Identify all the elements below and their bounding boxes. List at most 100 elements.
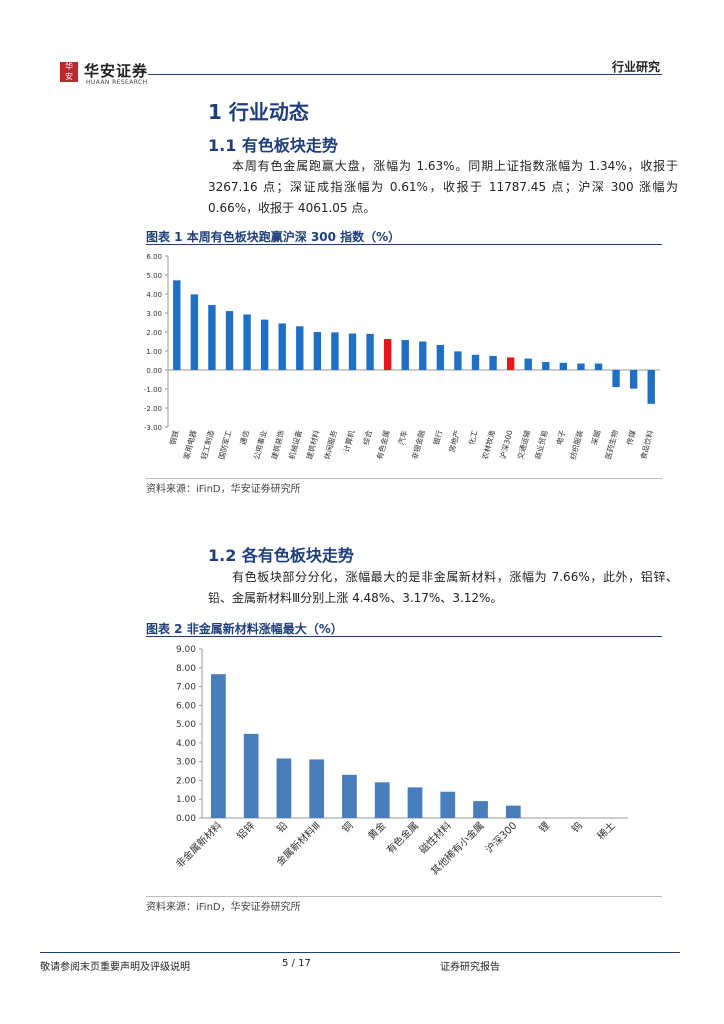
bar — [190, 294, 199, 370]
bar — [629, 370, 638, 389]
category-label: 农林牧渔 — [480, 428, 498, 460]
figure-2-title: 图表 2 非金属新材料涨幅最大（%） — [146, 622, 343, 636]
bar — [407, 787, 423, 818]
bar — [506, 357, 515, 370]
y-tick-label: -1.00 — [144, 386, 162, 394]
bar — [440, 791, 456, 818]
category-label: 非银金融 — [409, 428, 427, 460]
bar — [296, 326, 304, 370]
category-label: 休闲服务 — [321, 428, 339, 460]
bar — [173, 280, 181, 370]
category-label: 铜 — [340, 820, 356, 836]
y-tick-label: 7.00 — [176, 683, 196, 693]
category-label: 建筑材料 — [304, 428, 322, 460]
subsection-2-paragraph: 有色板块部分分化，涨幅最大的是非金属新材料，涨幅为 7.66%，此外，铝锌、铅、… — [208, 570, 678, 605]
figure-2-bar-chart: 9.00 8.00 7.00 6.00 5.00 4.00 3.00 2.00 1.00 0.00… — [173, 645, 628, 878]
y-tick-label: 8.00 — [176, 664, 196, 674]
y-tick-label: -2.00 — [144, 405, 162, 413]
category-label: 非金属新材料 — [173, 819, 225, 871]
bar — [473, 801, 488, 818]
category-label: 电子 — [554, 428, 568, 446]
y-tick-label: 2.00 — [176, 776, 196, 786]
figure-2-source: 资料来源：iFinD，华安证券研究所 — [146, 902, 301, 913]
footer-divider — [40, 952, 680, 953]
y-tick-label: -3.00 — [144, 424, 162, 432]
category-label: 轻工制造 — [198, 428, 216, 460]
footer-disclaimer: 敬请参阅末页重要声明及评级说明 — [40, 962, 190, 973]
bar — [471, 354, 480, 370]
category-label: 房地产 — [446, 429, 461, 453]
y-tick-label: 3.00 — [146, 310, 162, 318]
y-tick-label: 6.00 — [146, 253, 162, 261]
category-label: 黄金 — [365, 819, 388, 842]
bar — [260, 319, 269, 370]
category-label: 锂 — [537, 820, 553, 836]
subsection-title-1: 1.1 有色板块走势 — [208, 136, 338, 155]
page-number: 5 / 17 — [282, 958, 311, 969]
header-divider — [148, 74, 662, 75]
figure-2-bottom-rule — [146, 896, 662, 897]
category-label: 稀土 — [594, 819, 617, 842]
bar — [436, 344, 445, 370]
bar — [331, 332, 339, 370]
figure-1-bar-chart: 6.00 5.00 4.00 3.00 2.00 1.00 0.00 -1.00 -2.00 -3… — [144, 253, 660, 461]
subsection-1-paragraph: 本周有色金属跑赢大盘，涨幅为 1.63%。同期上证指数涨幅为 1.34%，收报于… — [208, 159, 678, 215]
y-tick-label: 1.00 — [146, 348, 162, 356]
y-tick-label: 5.00 — [176, 720, 196, 730]
bar — [313, 332, 322, 370]
category-label: 化工 — [466, 428, 480, 446]
bar — [542, 362, 550, 370]
figure-1-bottom-rule — [146, 478, 662, 479]
category-label: 有色金属 — [374, 429, 391, 461]
y-tick-label: 3.00 — [176, 758, 196, 768]
bar — [211, 674, 226, 818]
figure-1-source: 资料来源：iFinD，华安证券研究所 — [146, 484, 301, 495]
category-label: 沪深300 — [497, 429, 514, 460]
bar — [577, 363, 585, 370]
bar — [594, 363, 603, 370]
y-tick-label: 9.00 — [176, 645, 196, 655]
category-label: 钨 — [569, 819, 585, 835]
bar — [225, 311, 234, 370]
bar — [454, 351, 462, 370]
category-label: 食品饮料 — [638, 428, 656, 460]
category-label: 其他稀有小金属 — [428, 819, 487, 878]
category-label: 银行 — [431, 428, 445, 446]
category-label: 公用事业 — [251, 428, 269, 460]
bar — [647, 370, 655, 404]
category-label: 家用电器 — [181, 428, 199, 460]
category-label: 机械设备 — [286, 428, 304, 460]
figure-1-top-rule — [146, 244, 662, 245]
bar — [348, 333, 357, 370]
section-title: 1 行业动态 — [208, 100, 309, 124]
category-label: 钢铁 — [167, 428, 181, 446]
category-label: 交通运输 — [515, 428, 533, 460]
figure-1-title: 图表 1 本周有色板块跑赢沪深 300 指数（%） — [146, 230, 401, 244]
category-label: 传媒 — [624, 428, 638, 446]
bar — [559, 362, 568, 370]
bar — [309, 759, 325, 818]
category-label: 医药生物 — [603, 428, 621, 460]
company-logo-icon: 华安 — [60, 62, 78, 82]
subsection-title-2: 1.2 各有色板块走势 — [208, 546, 354, 565]
bar — [505, 805, 521, 818]
bar — [278, 323, 286, 370]
company-name: 华安证券 — [84, 62, 149, 80]
bar — [612, 370, 620, 388]
category-label: 建筑装饰 — [269, 428, 287, 460]
y-tick-label: 0.00 — [146, 367, 162, 375]
category-label: 铝锌 — [234, 819, 257, 842]
category-label: 沪深300 — [483, 819, 520, 856]
footer-report-label: 证券研究报告 — [440, 962, 500, 973]
category-label: 综合 — [360, 428, 374, 446]
bar — [243, 314, 251, 370]
bar — [383, 339, 392, 370]
category-label: 铅 — [274, 819, 290, 835]
y-tick-label: 4.00 — [176, 739, 196, 749]
report-type-label: 行业研究 — [611, 60, 660, 74]
bar — [342, 774, 357, 818]
y-tick-label: 6.00 — [176, 701, 196, 711]
bar — [276, 758, 292, 818]
category-label: 有色金属 — [384, 819, 421, 856]
category-label: 汽车 — [396, 428, 410, 446]
